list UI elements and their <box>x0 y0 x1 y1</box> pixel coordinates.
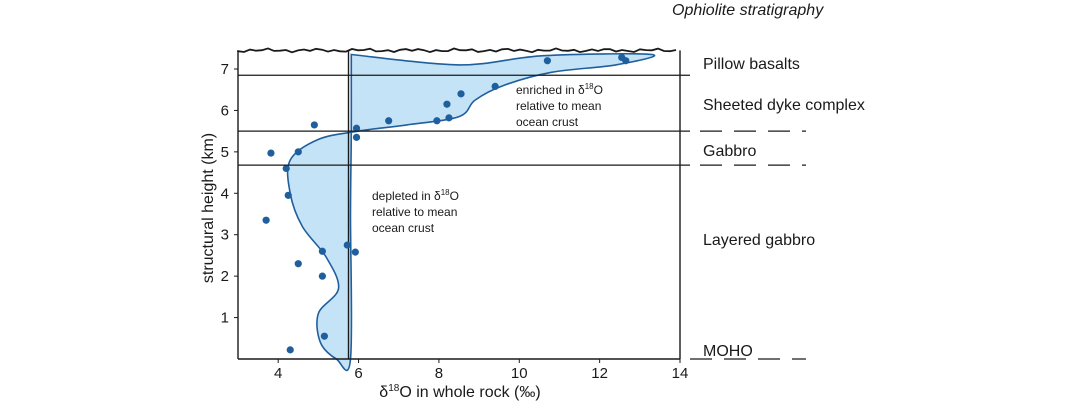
stratigraphy-label: Sheeted dyke complex <box>703 97 865 114</box>
data-point <box>267 149 275 157</box>
data-point <box>543 57 552 65</box>
data-point <box>343 241 351 249</box>
data-point <box>284 191 292 199</box>
data-point <box>318 272 326 280</box>
stratigraphy-label: Pillow basalts <box>703 56 800 73</box>
annotation-depleted: depleted in δ18O relative to mean ocean … <box>372 188 462 235</box>
data-point <box>352 124 361 132</box>
annotation-depleted-line3: ocean crust <box>372 221 435 235</box>
stratigraphy-column: Pillow basalts Sheeted dyke complex Gabbro… <box>238 56 865 360</box>
data-point <box>445 114 453 122</box>
x-tick-label: 8 <box>435 365 443 382</box>
x-tick-label: 12 <box>591 365 608 382</box>
seafloor-line <box>237 47 677 54</box>
y-tick-label: 4 <box>221 185 229 202</box>
y-tick-label: 7 <box>221 61 229 78</box>
annotation-enriched-line3: ocean crust <box>516 115 579 129</box>
y-axis-label: structural height (km) <box>200 133 217 283</box>
stratigraphy-title: Ophiolite stratigraphy <box>672 2 824 19</box>
data-point <box>318 247 326 255</box>
data-point <box>351 248 359 256</box>
y-tick-label: 5 <box>221 144 229 161</box>
x-axis-label: δ18O in whole rock (‰) <box>379 383 540 401</box>
stratigraphy-label: Gabbro <box>703 143 756 160</box>
x-tick-label: 4 <box>274 365 282 382</box>
y-tick-label: 1 <box>221 310 229 327</box>
data-point <box>385 117 393 125</box>
stratigraphy-label: MOHO <box>703 343 753 360</box>
data-point <box>443 100 451 108</box>
x-tick-label: 10 <box>511 365 528 382</box>
x-tick-label: 6 <box>354 365 362 382</box>
data-point <box>320 332 328 340</box>
data-point <box>622 57 630 65</box>
y-tick-label: 2 <box>221 268 229 285</box>
annotation-depleted-line2: relative to mean <box>372 205 457 219</box>
data-point <box>282 164 290 173</box>
data-point <box>310 121 318 129</box>
data-point <box>262 216 270 224</box>
y-tick-label: 3 <box>221 227 229 244</box>
data-point <box>491 82 499 90</box>
data-point <box>294 148 302 156</box>
annotation-enriched-line2: relative to mean <box>516 99 601 113</box>
data-point <box>433 117 441 125</box>
x-tick-label: 14 <box>672 365 689 382</box>
data-point <box>286 346 294 354</box>
stratigraphy-label: Layered gabbro <box>703 232 815 249</box>
data-point <box>457 90 465 98</box>
data-point <box>352 133 361 141</box>
y-tick-label: 6 <box>221 102 229 119</box>
data-point <box>294 260 302 268</box>
annotation-enriched: enriched in δ18O relative to mean ocean … <box>516 82 606 129</box>
